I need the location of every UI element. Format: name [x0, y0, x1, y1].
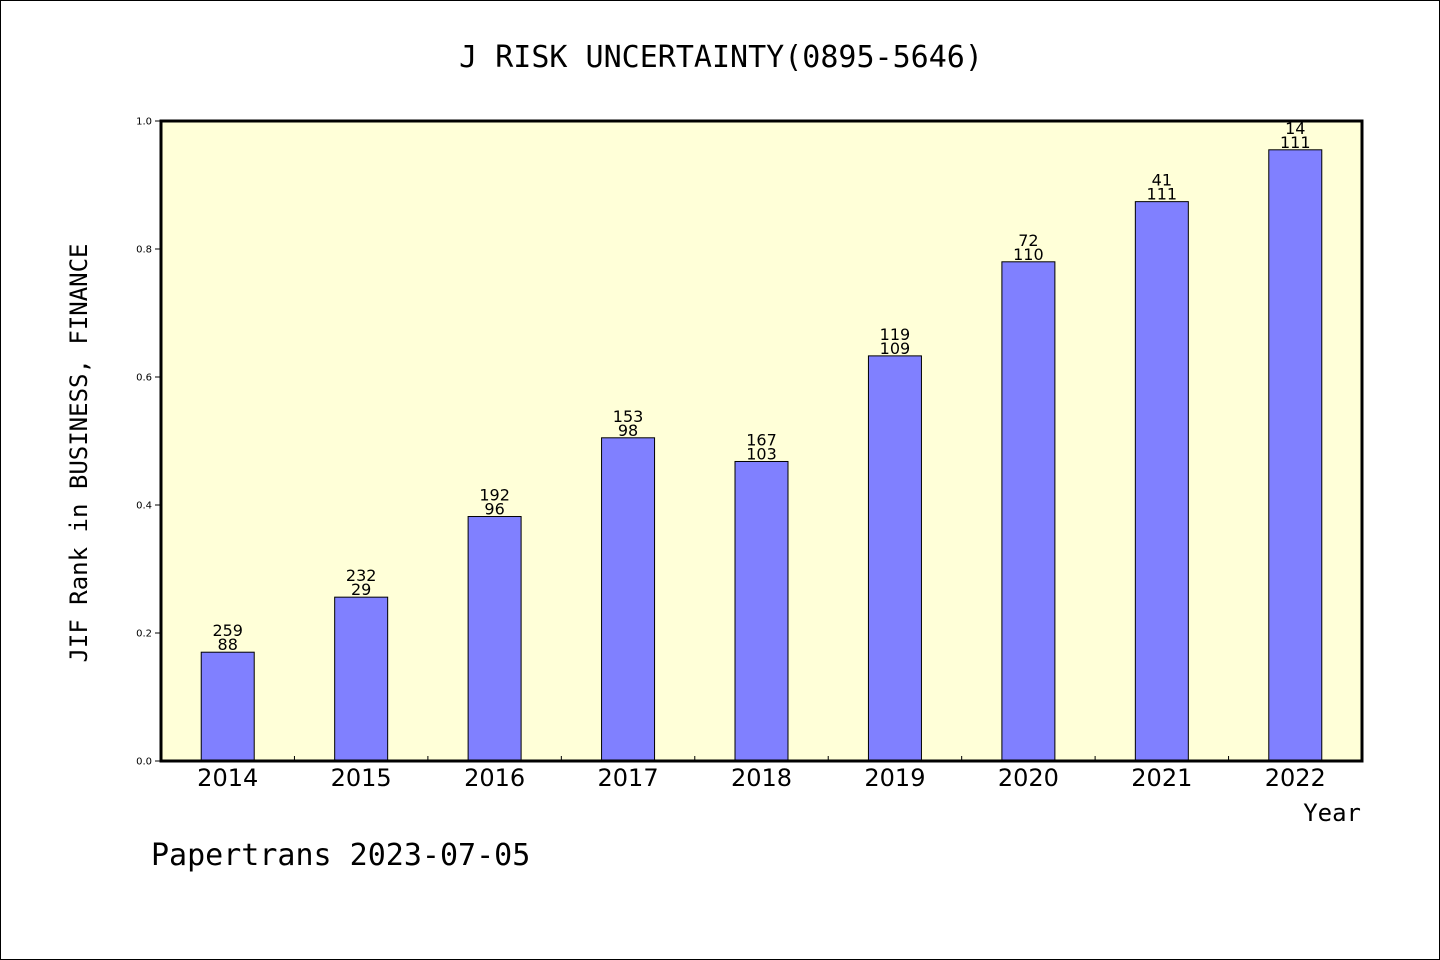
- bars-group: 2598823229192961539816710311910972110411…: [200, 119, 1323, 762]
- chart-title: J RISK UNCERTAINTY(0895-5646): [459, 40, 983, 75]
- bar-2021: [1134, 201, 1189, 762]
- footer-credit: Papertrans 2023-07-05: [151, 838, 530, 873]
- data-label-bottom-2020: 110: [1013, 245, 1044, 264]
- data-label-bottom-2021: 111: [1147, 185, 1178, 204]
- bar-2018: [734, 460, 789, 762]
- x-axis-label: Year: [1303, 799, 1361, 827]
- data-label-top-2020: 72: [1018, 231, 1038, 250]
- data-label-top-2014: 259: [212, 621, 243, 640]
- y-axis-label: JIF Rank in BUSINESS, FINANCE: [65, 243, 93, 662]
- x-tick-label-2016: 2016: [464, 764, 525, 792]
- y-tick-label-0.0: 0.0: [136, 757, 152, 768]
- data-label-top-2018: 167: [746, 430, 777, 449]
- bar-2022: [1268, 149, 1323, 762]
- x-axis: 2014 2015 2016 2017 2018 2019 2020 2021 2022: [197, 756, 1326, 792]
- y-axis: 0.0 0.2 0.4 0.6 0.8 1.0: [136, 117, 161, 768]
- data-label-bottom-2016: 96: [484, 500, 504, 519]
- x-tick-label-2015: 2015: [331, 764, 392, 792]
- x-tick-label-2019: 2019: [864, 764, 925, 792]
- x-tick-label-2021: 2021: [1131, 764, 1192, 792]
- data-label-top-2022: 14: [1285, 119, 1305, 138]
- bar-2016: [467, 516, 522, 762]
- y-tick-label-0.8: 0.8: [136, 245, 152, 256]
- data-label-bottom-2019: 109: [880, 339, 911, 358]
- data-label-bottom-2022: 111: [1280, 133, 1311, 152]
- bar-2017: [601, 437, 656, 762]
- x-tick-label-2020: 2020: [998, 764, 1059, 792]
- x-tick-label-2014: 2014: [197, 764, 258, 792]
- data-label-top-2017: 153: [613, 407, 644, 426]
- y-tick-label-0.4: 0.4: [136, 501, 152, 512]
- x-tick-label-2022: 2022: [1265, 764, 1326, 792]
- y-tick-label-0.6: 0.6: [136, 373, 152, 384]
- bar-2014: [200, 651, 255, 762]
- data-label-bottom-2015: 29: [351, 580, 371, 599]
- bar-2019: [867, 355, 922, 762]
- data-label-bottom-2014: 88: [218, 635, 238, 654]
- data-label-bottom-2017: 98: [618, 421, 638, 440]
- data-label-bottom-2018: 103: [746, 444, 777, 463]
- y-tick-label-0.2: 0.2: [136, 629, 152, 640]
- bar-2020: [1001, 261, 1056, 762]
- x-tick-label-2017: 2017: [598, 764, 659, 792]
- data-label-top-2019: 119: [880, 325, 911, 344]
- x-tick-label-2018: 2018: [731, 764, 792, 792]
- data-label-top-2016: 192: [479, 486, 510, 505]
- data-label-top-2015: 232: [346, 566, 377, 585]
- y-tick-label-1.0: 1.0: [136, 117, 152, 128]
- bar-2015: [334, 596, 389, 762]
- data-label-top-2021: 41: [1152, 171, 1172, 190]
- plot-border: [159, 119, 1364, 763]
